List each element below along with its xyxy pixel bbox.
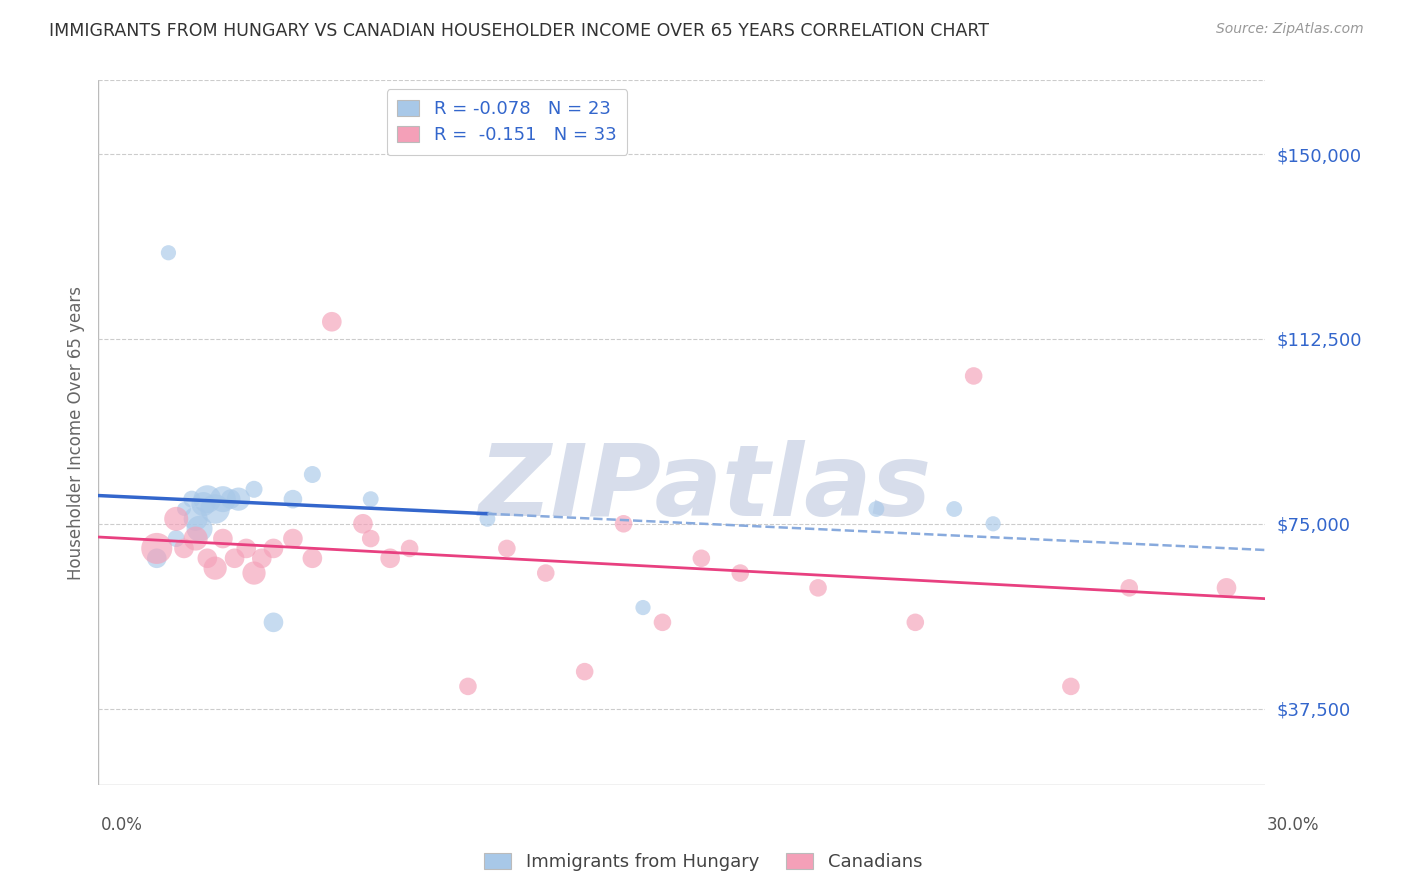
- Point: [262, 541, 284, 556]
- Point: [212, 492, 235, 507]
- Point: [165, 512, 187, 526]
- Point: [398, 541, 420, 556]
- Point: [730, 566, 752, 580]
- Point: [224, 551, 246, 566]
- Point: [243, 566, 266, 580]
- Point: [173, 541, 195, 556]
- Point: [612, 516, 634, 531]
- Point: [651, 615, 673, 630]
- Y-axis label: Householder Income Over 65 years: Householder Income Over 65 years: [66, 285, 84, 580]
- Legend: Immigrants from Hungary, Canadians: Immigrants from Hungary, Canadians: [477, 846, 929, 879]
- Point: [574, 665, 596, 679]
- Point: [1215, 581, 1237, 595]
- Point: [165, 532, 187, 546]
- Point: [477, 512, 499, 526]
- Point: [157, 245, 180, 260]
- Point: [243, 483, 266, 497]
- Point: [228, 492, 250, 507]
- Point: [184, 532, 207, 546]
- Point: [146, 541, 169, 556]
- Point: [534, 566, 557, 580]
- Point: [1118, 581, 1140, 595]
- Point: [360, 532, 382, 546]
- Point: [962, 368, 984, 383]
- Point: [262, 615, 284, 630]
- Point: [457, 680, 479, 694]
- Point: [193, 497, 215, 511]
- Point: [195, 492, 218, 507]
- Point: [235, 541, 257, 556]
- Point: [180, 492, 202, 507]
- Point: [184, 512, 207, 526]
- Point: [1060, 680, 1083, 694]
- Point: [943, 502, 966, 516]
- Point: [281, 532, 304, 546]
- Point: [146, 551, 169, 566]
- Point: [219, 492, 242, 507]
- Point: [195, 551, 218, 566]
- Point: [188, 522, 211, 536]
- Point: [496, 541, 519, 556]
- Text: 0.0%: 0.0%: [101, 816, 143, 834]
- Point: [380, 551, 402, 566]
- Point: [904, 615, 927, 630]
- Point: [173, 502, 195, 516]
- Text: ZIPatlas: ZIPatlas: [478, 441, 932, 538]
- Point: [631, 600, 654, 615]
- Point: [301, 467, 323, 482]
- Point: [981, 516, 1004, 531]
- Legend: R = -0.078   N = 23, R =  -0.151   N = 33: R = -0.078 N = 23, R = -0.151 N = 33: [387, 89, 627, 154]
- Point: [865, 502, 887, 516]
- Point: [204, 561, 226, 575]
- Point: [281, 492, 304, 507]
- Point: [204, 502, 226, 516]
- Text: 30.0%: 30.0%: [1267, 816, 1319, 834]
- Point: [352, 516, 374, 531]
- Point: [321, 315, 343, 329]
- Point: [301, 551, 323, 566]
- Point: [807, 581, 830, 595]
- Point: [360, 492, 382, 507]
- Text: IMMIGRANTS FROM HUNGARY VS CANADIAN HOUSEHOLDER INCOME OVER 65 YEARS CORRELATION: IMMIGRANTS FROM HUNGARY VS CANADIAN HOUS…: [49, 22, 990, 40]
- Point: [250, 551, 273, 566]
- Text: Source: ZipAtlas.com: Source: ZipAtlas.com: [1216, 22, 1364, 37]
- Point: [212, 532, 235, 546]
- Point: [690, 551, 713, 566]
